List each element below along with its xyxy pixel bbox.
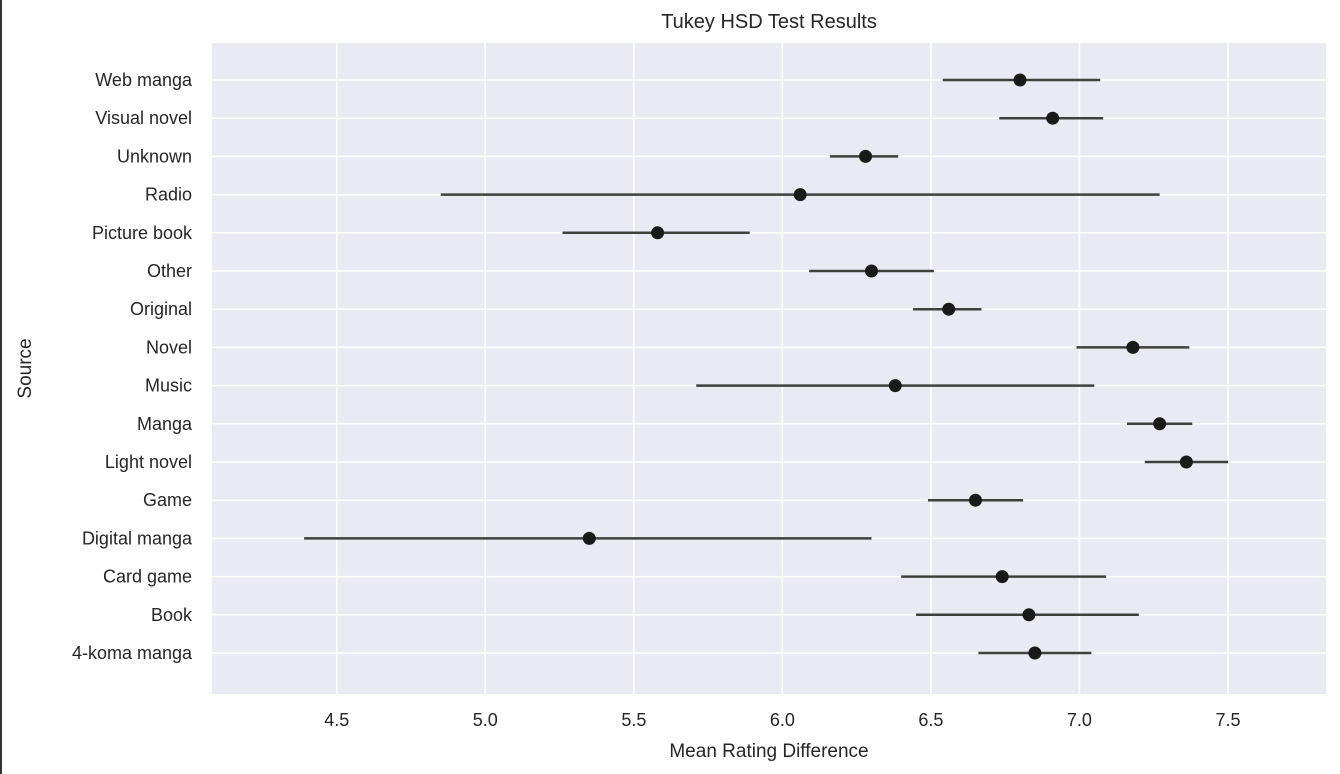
mean-marker <box>793 188 807 202</box>
mean-marker <box>859 149 873 163</box>
x-tick-label: 5.5 <box>621 710 646 730</box>
x-tick-label: 6.5 <box>918 710 943 730</box>
x-tick-label: 5.0 <box>473 710 498 730</box>
y-tick-label: Digital manga <box>82 528 193 548</box>
y-tick-label: Web manga <box>95 70 193 90</box>
y-tick-label: Card game <box>103 567 192 587</box>
mean-marker <box>1013 73 1027 87</box>
mean-marker <box>888 379 902 393</box>
mean-marker <box>1022 608 1036 622</box>
chart-title: Tukey HSD Test Results <box>661 11 877 33</box>
mean-marker <box>942 302 956 316</box>
mean-marker <box>995 570 1009 584</box>
mean-marker <box>1046 111 1060 125</box>
y-tick-label: Novel <box>146 337 192 357</box>
y-axis-label: Source <box>15 338 36 398</box>
y-tick-label: Game <box>143 490 192 510</box>
x-tick-label: 7.0 <box>1067 710 1092 730</box>
y-tick-label: Music <box>145 376 192 396</box>
y-tick-label: 4-koma manga <box>72 643 193 663</box>
x-tick-label: 7.5 <box>1215 710 1240 730</box>
y-tick-label: Picture book <box>92 223 193 243</box>
y-tick-label: Light novel <box>105 452 192 472</box>
y-tick-label: Radio <box>145 185 192 205</box>
y-tick-labels: Web manga Visual novel Unknown Radio Picture… <box>72 70 193 663</box>
mean-marker <box>651 226 665 240</box>
y-tick-label: Book <box>151 605 193 625</box>
plot-area <box>212 43 1326 694</box>
mean-marker <box>968 493 982 507</box>
y-tick-label: Unknown <box>117 146 192 166</box>
x-tick-labels: 4.5 5.0 5.5 6.0 6.5 7.0 7.5 <box>324 710 1240 730</box>
y-tick-label: Original <box>130 299 192 319</box>
y-tick-label: Visual novel <box>95 108 192 128</box>
mean-marker <box>1153 417 1167 431</box>
x-tick-label: 6.0 <box>770 710 795 730</box>
y-tick-label: Manga <box>137 414 193 434</box>
mean-marker <box>864 264 878 278</box>
chart-marks <box>304 73 1228 660</box>
y-tick-label: Other <box>147 261 192 281</box>
mean-marker <box>1028 646 1042 660</box>
mean-marker <box>1126 340 1140 354</box>
mean-marker <box>582 531 596 545</box>
x-tick-label: 4.5 <box>324 710 349 730</box>
mean-marker <box>1179 455 1193 469</box>
x-axis-label: Mean Rating Difference <box>669 741 868 762</box>
